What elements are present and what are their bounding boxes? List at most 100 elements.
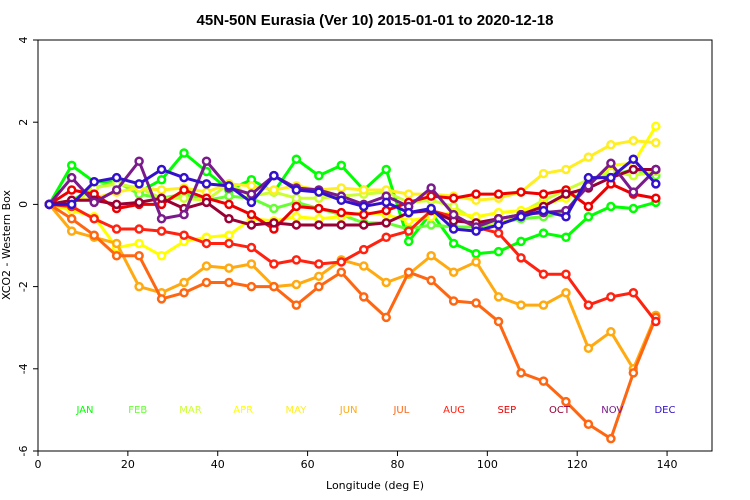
- x-tick-label: 120: [567, 458, 588, 471]
- data-point: [201, 197, 212, 208]
- data-point: [448, 193, 459, 203]
- data-point: [583, 343, 594, 353]
- data-point: [651, 121, 661, 132]
- data-point: [403, 226, 414, 236]
- data-point: [359, 185, 369, 195]
- data-point: [516, 187, 526, 197]
- data-point: [246, 220, 257, 230]
- data-point: [224, 238, 234, 249]
- data-point: [538, 228, 549, 238]
- x-tick-label: 20: [121, 458, 135, 471]
- data-point: [224, 277, 234, 288]
- data-point: [651, 138, 661, 148]
- data-point: [426, 183, 436, 193]
- data-point: [493, 316, 504, 327]
- data-point: [179, 277, 189, 288]
- legend-label-mar: MAR: [179, 405, 201, 416]
- data-point: [403, 267, 414, 277]
- data-point: [201, 261, 212, 271]
- data-point: [403, 216, 414, 226]
- data-point: [448, 224, 459, 234]
- legend: JAN FEB MAR APR MAY JUN JUL AUG SEP OCT NOV DEC: [75, 405, 675, 416]
- series-line: [49, 202, 658, 323]
- legend-label-jun: JUN: [339, 405, 358, 416]
- data-point: [66, 199, 77, 210]
- y-axis-label: XCO2 - Western Box: [0, 189, 13, 300]
- data-point: [179, 209, 189, 220]
- legend-label-dec: DEC: [654, 405, 675, 416]
- data-point: [381, 205, 391, 216]
- series-aug: [44, 199, 661, 327]
- data-point: [224, 214, 234, 224]
- data-point: [291, 211, 302, 222]
- data-point: [336, 257, 347, 267]
- data-point: [314, 203, 324, 214]
- data-point: [291, 300, 302, 310]
- data-point: [111, 199, 122, 210]
- data-point: [134, 238, 144, 249]
- y-tick-label: -6: [17, 446, 30, 457]
- data-point: [471, 189, 481, 199]
- data-point: [111, 251, 122, 261]
- data-point: [628, 203, 639, 214]
- data-point: [224, 181, 234, 191]
- data-point: [111, 238, 122, 249]
- data-point: [179, 288, 189, 298]
- data-point: [336, 160, 347, 171]
- data-point: [628, 135, 639, 146]
- data-point: [606, 158, 616, 169]
- data-point: [426, 191, 436, 201]
- x-tick-label: 80: [390, 458, 404, 471]
- data-point: [291, 154, 302, 164]
- data-point: [561, 189, 571, 199]
- data-point: [606, 433, 616, 444]
- data-point: [516, 211, 526, 222]
- data-point: [156, 251, 167, 261]
- x-axis-label: Longitude (deg E): [326, 479, 424, 492]
- data-point: [583, 419, 594, 430]
- series-dec: [44, 154, 661, 236]
- data-point: [538, 189, 549, 199]
- legend-label-apr: APR: [233, 405, 253, 416]
- data-point: [381, 218, 391, 228]
- data-point: [66, 214, 77, 224]
- data-point: [89, 197, 99, 208]
- data-point: [359, 209, 369, 220]
- data-point: [606, 140, 616, 150]
- data-point: [314, 271, 324, 282]
- data-point: [448, 238, 459, 249]
- data-point: [269, 281, 279, 292]
- data-point: [538, 269, 549, 280]
- y-tick-label: -4: [17, 363, 30, 374]
- data-point: [179, 230, 189, 240]
- data-point: [66, 226, 77, 236]
- data-point: [606, 292, 616, 302]
- data-point: [583, 201, 594, 212]
- data-point: [111, 185, 122, 195]
- data-point: [493, 246, 504, 257]
- data-point: [561, 269, 571, 280]
- x-tick-label: 140: [657, 458, 678, 471]
- data-point: [583, 152, 594, 162]
- plot-frame: [37, 39, 713, 452]
- data-point: [336, 183, 347, 193]
- data-point: [156, 294, 167, 304]
- data-point: [493, 292, 504, 302]
- data-point: [66, 185, 77, 195]
- data-point: [448, 267, 459, 277]
- data-point: [179, 193, 189, 203]
- data-point: [134, 251, 144, 261]
- data-point: [134, 156, 144, 166]
- x-tick-label: 40: [211, 458, 225, 471]
- data-point: [336, 267, 347, 277]
- data-point: [246, 259, 257, 269]
- data-point: [201, 277, 212, 288]
- data-point: [538, 376, 549, 386]
- data-point: [538, 205, 549, 216]
- data-point: [493, 220, 504, 230]
- data-point: [156, 164, 167, 175]
- legend-label-nov: NOV: [601, 405, 623, 416]
- data-point: [583, 211, 594, 222]
- data-point: [134, 197, 144, 208]
- data-point: [561, 288, 571, 298]
